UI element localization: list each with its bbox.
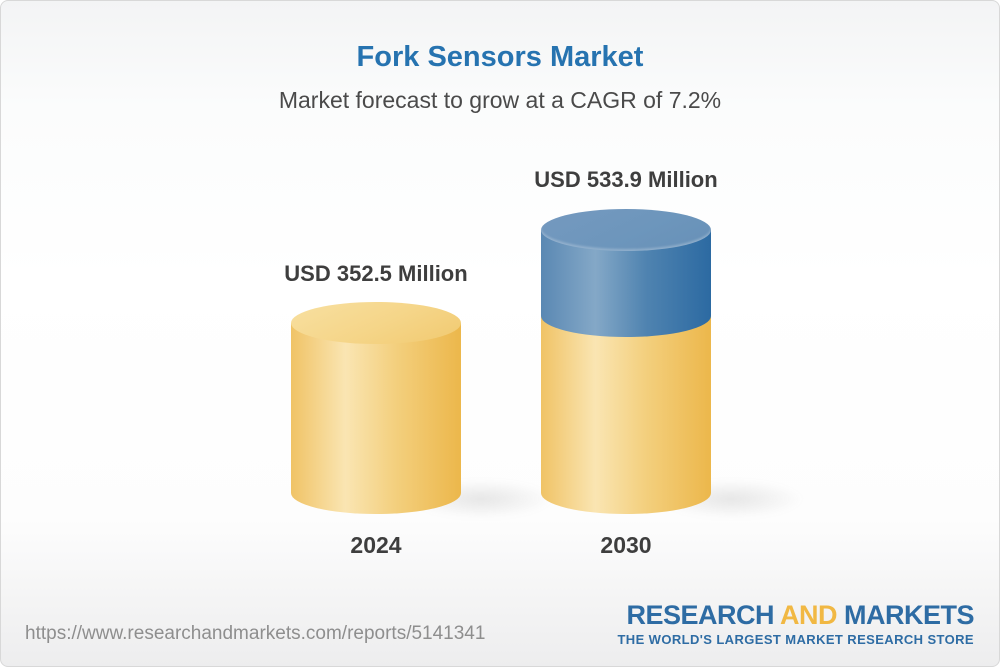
chart-title: Fork Sensors Market	[356, 41, 644, 73]
logo-word-research: RESEARCH	[626, 600, 774, 630]
logo-word-markets: MARKETS	[844, 600, 975, 630]
logo-tagline: THE WORLD'S LARGEST MARKET RESEARCH STOR…	[617, 632, 974, 647]
bar-2030-cylinder-top	[541, 209, 711, 251]
logo-wordmark: RESEARCH AND MARKETS	[617, 602, 974, 629]
bar-value-label-2024: USD 352.5 Million	[284, 261, 468, 286]
research-and-markets-logo: RESEARCH AND MARKETS THE WORLD'S LARGEST…	[617, 602, 974, 647]
x-axis-label-2030: 2030	[600, 532, 652, 558]
bar-2024-cylinder-body	[291, 323, 461, 514]
x-axis-label-2024: 2024	[350, 532, 402, 558]
bar-value-label-2030: USD 533.9 Million	[534, 167, 718, 192]
logo-word-and: AND	[779, 600, 838, 630]
bar-2030-base-segment	[541, 311, 711, 514]
bar-2024-cylinder-top	[291, 302, 461, 344]
report-url: https://www.researchandmarkets.com/repor…	[25, 623, 486, 644]
chart-subtitle: Market forecast to grow at a CAGR of 7.2…	[278, 87, 722, 113]
